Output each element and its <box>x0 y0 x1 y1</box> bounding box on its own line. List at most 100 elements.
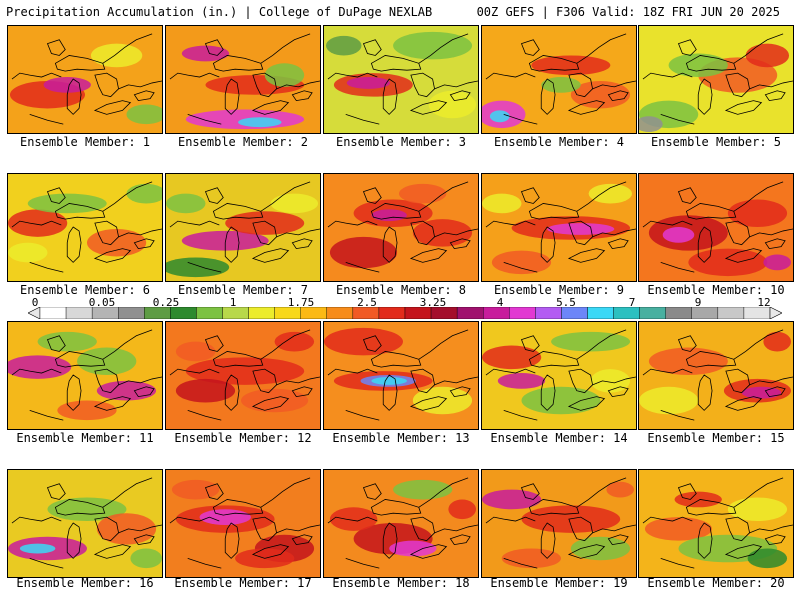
colorbar-tick-label: 1.75 <box>287 296 315 309</box>
lake-outline <box>252 220 277 246</box>
colorbar-tick-label: 0 <box>31 296 39 309</box>
panel-label: Ensemble Member: 10 <box>647 283 785 297</box>
lake-outline <box>764 90 786 102</box>
ensemble-member-map-6 <box>7 173 163 282</box>
ensemble-member-map-14 <box>481 321 637 430</box>
lake-outline <box>410 368 435 394</box>
panel-label: Ensemble Member: 20 <box>647 576 785 590</box>
lake-outline <box>568 368 593 394</box>
boundary-line <box>642 516 693 524</box>
precip-field <box>642 181 793 277</box>
panel-label: Ensemble Member: 6 <box>19 283 151 297</box>
lake-outline <box>291 386 313 398</box>
precip-field <box>169 33 320 130</box>
boundary-line <box>576 329 627 360</box>
lake-outline <box>94 220 119 246</box>
lake-outline <box>54 55 106 72</box>
precip-field <box>482 33 636 129</box>
lake-outline <box>724 544 763 559</box>
boundary-line <box>520 335 540 352</box>
lake-outline <box>540 374 556 411</box>
lake-outline <box>697 78 713 115</box>
boundary-line <box>749 524 793 534</box>
boundary-line <box>749 228 793 238</box>
lake-outline <box>725 516 750 542</box>
boundary-line <box>204 39 224 56</box>
boundary-line <box>46 483 66 500</box>
boundary-line <box>204 483 224 500</box>
ensemble-member-map-3 <box>323 25 479 134</box>
colorbar-swatch <box>587 307 614 319</box>
lake-outline <box>382 374 398 411</box>
lake-outline <box>251 100 290 115</box>
lake-outline <box>54 203 106 220</box>
boundary-line <box>260 329 311 360</box>
boundary-line <box>187 557 222 569</box>
lake-outline <box>382 78 398 115</box>
boundary-line <box>503 261 538 273</box>
lake-outline <box>724 248 763 263</box>
lake-outline <box>449 238 471 250</box>
boundary-line <box>576 33 627 64</box>
precip-field <box>325 31 478 125</box>
lake-outline <box>133 534 155 546</box>
ensemble-member-map-13 <box>323 321 479 430</box>
colorbar-tick-label: 12 <box>757 296 771 309</box>
boundary-line <box>29 113 64 125</box>
boundary-line <box>187 409 222 421</box>
boundary-line <box>362 335 382 352</box>
lake-outline <box>764 238 786 250</box>
lake-outline <box>697 374 713 411</box>
lake-outline <box>567 396 606 411</box>
lake-outline <box>224 522 240 559</box>
boundary-line <box>485 368 536 376</box>
lake-outline <box>382 522 398 559</box>
lake-outline <box>764 534 786 546</box>
lake-outline <box>567 248 606 263</box>
lake-outline <box>370 499 422 516</box>
boundary-line <box>46 187 66 204</box>
lake-outline <box>685 203 737 220</box>
boundary-line <box>29 409 64 421</box>
lake-outline <box>252 368 277 394</box>
lake-outline <box>224 374 240 411</box>
lake-outline <box>251 544 290 559</box>
ensemble-member-map-9 <box>481 173 637 282</box>
panel-label: Ensemble Member: 18 <box>332 576 470 590</box>
boundary-line <box>418 181 469 212</box>
colorbar-swatch <box>248 307 275 319</box>
lake-outline <box>252 516 277 542</box>
boundary-line <box>418 33 469 64</box>
lake-outline <box>133 386 155 398</box>
lake-outline <box>409 248 448 263</box>
lake-outline <box>540 78 556 115</box>
boundary-line <box>677 39 697 56</box>
colorbar-tick-label: 1 <box>229 296 237 309</box>
lake-outline <box>724 396 763 411</box>
boundary-line <box>46 39 66 56</box>
precip-field <box>482 329 636 421</box>
boundary-line <box>485 516 536 524</box>
boundary-line <box>276 80 320 90</box>
boundary-line <box>260 181 311 212</box>
lake-outline <box>382 226 398 263</box>
lake-outline <box>409 544 448 559</box>
boundary-line <box>260 477 311 508</box>
colorbar-swatch <box>509 307 536 319</box>
lake-outline <box>66 226 82 263</box>
precip-field <box>482 181 636 275</box>
colorbar-tick-label: 9 <box>694 296 702 309</box>
lake-outline <box>567 100 606 115</box>
boundary-line <box>345 557 380 569</box>
boundary-line <box>592 376 636 386</box>
lake-outline <box>725 368 750 394</box>
boundary-line <box>11 368 62 376</box>
precip-field <box>482 477 636 569</box>
precip-field <box>169 329 320 421</box>
lake-outline <box>251 248 290 263</box>
lake-outline <box>54 351 106 368</box>
boundary-line <box>749 376 793 386</box>
boundary-line <box>118 228 162 238</box>
lake-outline <box>224 226 240 263</box>
boundary-line <box>187 261 222 273</box>
